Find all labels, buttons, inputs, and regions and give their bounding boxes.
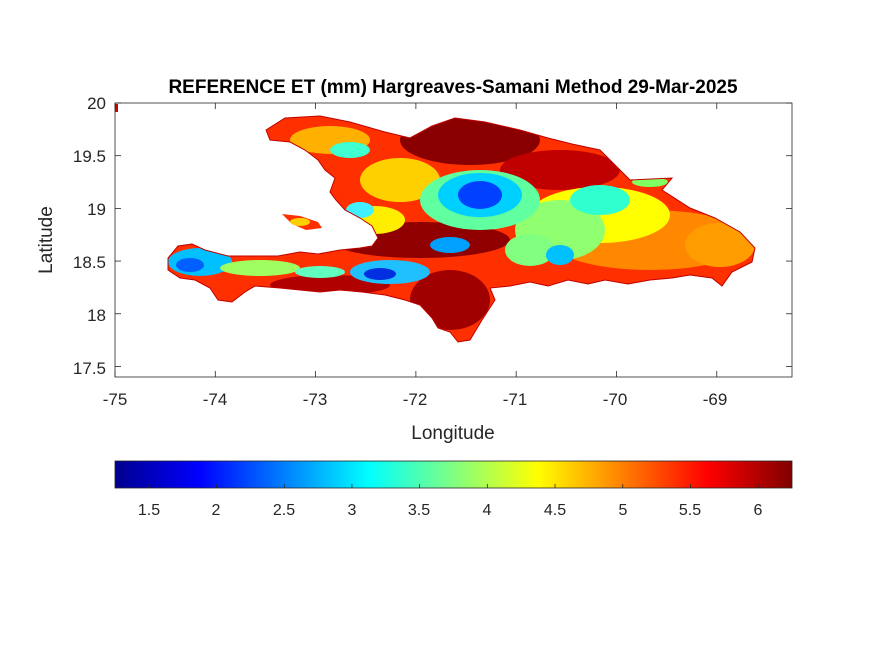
y-tick-label: 18 (87, 306, 106, 325)
x-tick-label: -69 (703, 390, 728, 409)
colorbar-tick-label: 1.5 (138, 502, 160, 519)
colorbar-tick-label: 3.5 (408, 502, 430, 519)
x-axis-label: Longitude (411, 423, 494, 444)
y-tick-label: 18.5 (73, 253, 106, 272)
x-tick-label: -74 (203, 390, 228, 409)
y-tick-marks (115, 102, 792, 367)
x-tick-label: -73 (303, 390, 328, 409)
colorbar-tick-marks (148, 484, 759, 488)
x-tick-label: -70 (603, 390, 628, 409)
colorbar-tick-label: 4 (483, 502, 492, 519)
colorbar-tick-label: 5.5 (679, 502, 701, 519)
y-axis-label: Latitude (36, 206, 57, 274)
island-outline (167, 115, 756, 343)
colorbar-tick-label: 5 (619, 502, 628, 519)
y-tick-labels: 20 19.5 19 18.5 18 17.5 (73, 94, 106, 378)
colorbar-tick-labels: 1.5 2 2.5 3 3.5 4 4.5 5 5.5 6 (138, 502, 763, 519)
y-tick-label: 19 (87, 200, 106, 219)
y-tick-label: 17.5 (73, 359, 106, 378)
colorbar-tick-label: 4.5 (544, 502, 566, 519)
colorbar-tick-label: 6 (754, 502, 763, 519)
colorbar-tick-label: 2.5 (273, 502, 295, 519)
x-tick-label: -71 (503, 390, 528, 409)
corner-pixel (115, 104, 118, 112)
y-tick-label: 20 (87, 94, 106, 113)
y-tick-label: 19.5 (73, 147, 106, 166)
x-tick-label: -75 (103, 390, 128, 409)
colorbar-tick-label: 2 (212, 502, 221, 519)
map-title: REFERENCE ET (mm) Hargreaves-Samani Meth… (168, 77, 738, 98)
colorbar (114, 460, 793, 489)
x-tick-labels: -75 -74 -73 -72 -71 -70 -69 (103, 390, 728, 409)
x-tick-marks (114, 103, 718, 377)
colorbar-tick-label: 3 (348, 502, 357, 519)
x-tick-label: -72 (403, 390, 428, 409)
